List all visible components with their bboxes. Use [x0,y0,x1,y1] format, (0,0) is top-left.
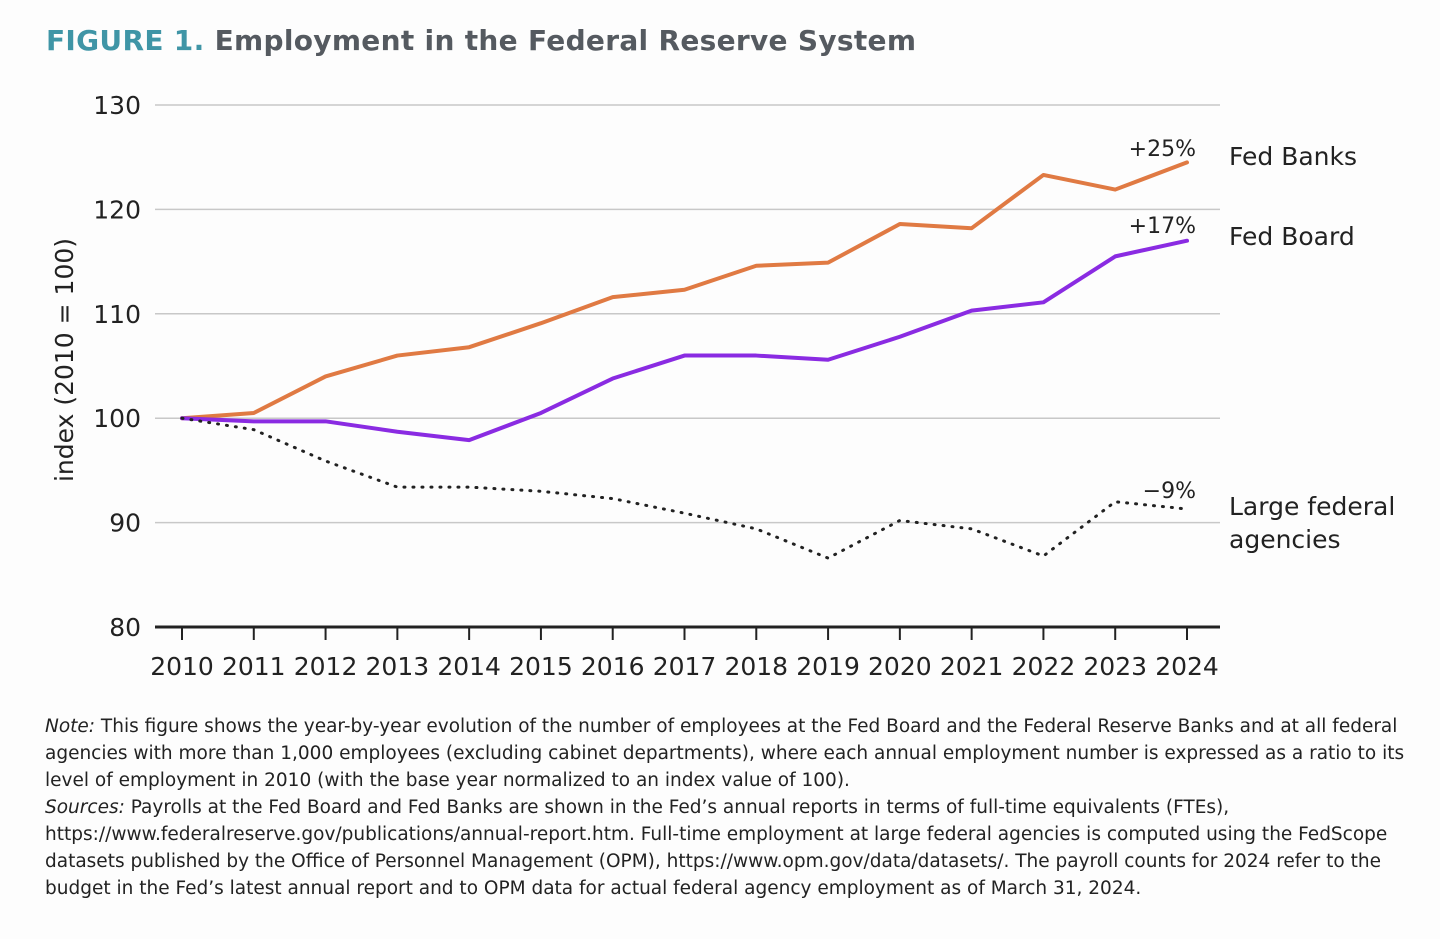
y-tick-label: 110 [93,300,141,329]
x-tick-label: 2024 [1155,652,1219,681]
y-axis-label: index (2010 = 100) [50,238,79,482]
x-tick-label: 2011 [222,652,286,681]
x-tick-label: 2013 [366,652,430,681]
x-tick-label: 2016 [581,652,645,681]
x-tick-label: 2023 [1083,652,1147,681]
y-tick-label: 100 [93,404,141,433]
note-label: Note: [45,716,96,737]
x-tick-label: 2019 [796,652,860,681]
x-tick-label: 2010 [150,652,214,681]
series-label-line: agencies [1229,525,1341,554]
series-line-large-federal-agencies [180,416,1189,560]
figure-title: FIGURE 1. Employment in the Federal Rese… [46,24,916,57]
x-tick-label: 2020 [868,652,932,681]
sources-paragraph: Sources: Payrolls at the Fed Board and F… [45,794,1405,902]
x-tick-label: 2017 [653,652,717,681]
series-label: Fed Banks [1229,142,1357,171]
series-lines: +25% Fed Banks +17% Fed Board −9% Large feder… [180,137,1395,560]
y-tick-label: 80 [109,613,141,642]
x-tick-label: 2014 [437,652,501,681]
line-chart: 80 90 100 110 120 130 2010 2011 2012 2013 2014 201… [50,91,1395,681]
title-text: Employment in the Federal Reserve System [214,24,917,57]
gridlines [155,104,1220,629]
series-line-fed-board [180,238,1189,443]
x-tick-label: 2018 [724,652,788,681]
note-text: This figure shows the year-by-year evolu… [45,716,1405,791]
end-label: −9% [1143,479,1196,504]
notes: Note: This figure shows the year-by-year… [45,713,1405,902]
sources-text: Payrolls at the Fed Board and Fed Banks … [45,797,1388,899]
note-paragraph: Note: This figure shows the year-by-year… [45,713,1405,794]
y-tick-label: 90 [109,509,141,538]
x-tick-label: 2022 [1012,652,1076,681]
end-label: +25% [1129,137,1196,162]
x-tick-label: 2012 [294,652,358,681]
sources-label: Sources: [45,797,125,818]
x-tick-label: 2015 [509,652,573,681]
x-tick-label: 2021 [940,652,1004,681]
x-tick-labels: 2010 2011 2012 2013 2014 2015 2016 2017 2018 2019… [150,627,1219,681]
y-tick-labels: 80 90 100 110 120 130 [93,91,141,642]
y-tick-label: 120 [93,195,141,224]
y-tick-label: 130 [93,91,141,120]
figure-label: FIGURE 1. [46,24,205,57]
series-line-fed-banks [180,160,1189,421]
series-label: Large federal agencies [1229,492,1395,554]
end-label: +17% [1129,214,1196,239]
series-label-line: Large federal [1229,492,1395,521]
series-label: Fed Board [1229,222,1355,251]
